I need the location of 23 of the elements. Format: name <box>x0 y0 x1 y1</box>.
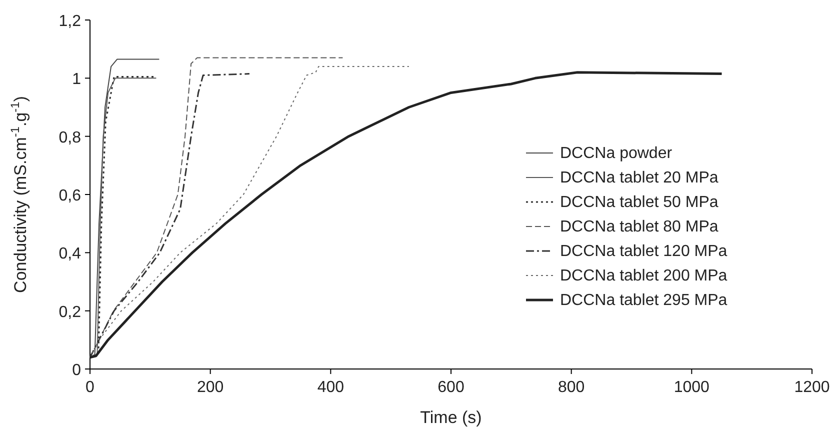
x-tick-label: 600 <box>438 379 464 396</box>
legend-label: DCCNa powder <box>560 145 673 162</box>
y-tick-label: 0,2 <box>58 304 82 321</box>
legend-label: DCCNa tablet 200 MPa <box>560 268 728 284</box>
y-tick-label: 0 <box>72 362 82 379</box>
x-axis-title: Time (s) <box>420 408 482 427</box>
x-tick-label: 0 <box>86 379 95 396</box>
y-tick-label: 1,2 <box>58 13 82 30</box>
y-tick-label: 0,6 <box>58 188 82 204</box>
y-tick-label: 0,4 <box>58 246 82 263</box>
line-series <box>90 66 410 358</box>
legend-label: DCCNa tablet 50 MPa <box>560 194 718 211</box>
x-tick-label: 1200 <box>794 379 830 396</box>
y-tick-label: 0,8 <box>58 129 82 146</box>
x-tick-label: 400 <box>317 379 344 396</box>
y-tick-label: 1 <box>72 71 82 88</box>
legend-label: DCCNa tablet 295 MPa <box>560 292 728 309</box>
x-tick-label: 1000 <box>674 379 710 396</box>
legend-label: DCCNa tablet 80 MPa <box>560 218 718 236</box>
x-tick-label: 800 <box>558 379 585 396</box>
legend-label: DCCNa tablet 120 MPa <box>560 243 728 260</box>
legend-label: DCCNa tablet 20 MPa <box>560 170 718 186</box>
x-tick-label: 200 <box>196 379 224 396</box>
